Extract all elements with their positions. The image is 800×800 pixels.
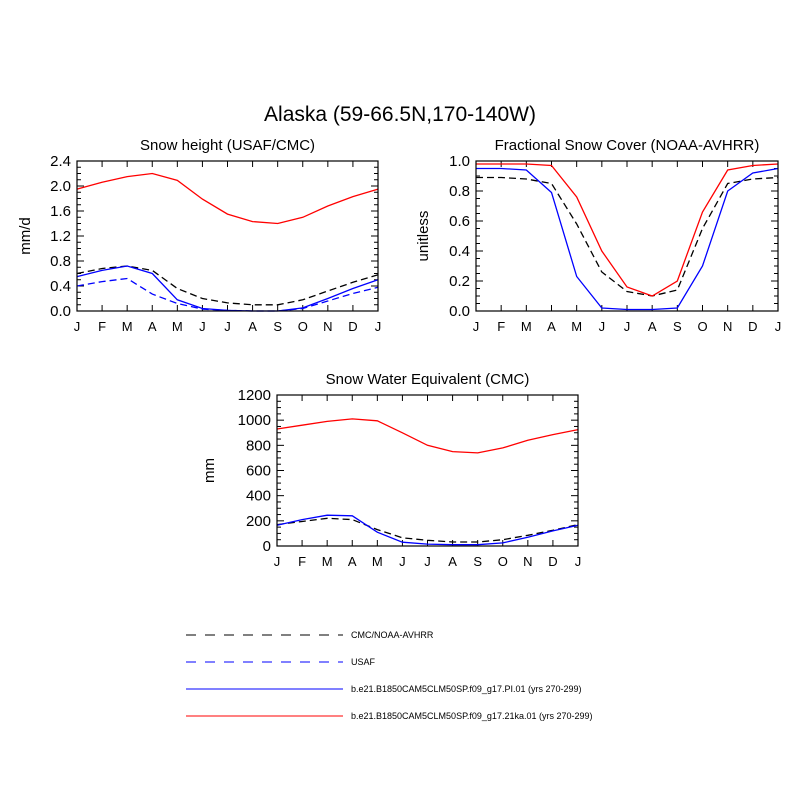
y-axis-label: unitless — [415, 211, 432, 262]
y-tick-label: 2.4 — [50, 153, 71, 170]
x-tick-label: J — [624, 319, 631, 334]
figure-title: Alaska (59-66.5N,170-140W) — [264, 103, 536, 126]
x-tick-label: N — [523, 554, 532, 569]
legend-label: b.e21.B1850CAM5CLM50SP.f09_g17.21ka.01 (… — [351, 711, 593, 721]
y-tick-label: 1200 — [238, 387, 271, 404]
x-tick-label: J — [775, 319, 782, 334]
x-tick-label: M — [172, 319, 183, 334]
x-tick-label: O — [498, 554, 508, 569]
x-tick-label: M — [322, 554, 333, 569]
series-line-3 — [276, 418, 579, 454]
x-tick-label: J — [224, 319, 231, 334]
series-line-1 — [476, 176, 779, 297]
y-tick-label: 1000 — [238, 412, 271, 429]
panel-title: Fractional Snow Cover (NOAA-AVHRR) — [495, 137, 760, 154]
y-axis-label: mm — [201, 458, 218, 483]
series-line-2 — [476, 167, 779, 311]
x-tick-label: A — [148, 319, 157, 334]
y-tick-label: 800 — [246, 437, 271, 454]
y-axis-label: mm/d — [17, 217, 34, 255]
x-tick-label: D — [548, 554, 557, 569]
x-tick-label: A — [348, 554, 357, 569]
series-line-3 — [476, 163, 779, 297]
x-tick-label: A — [648, 319, 657, 334]
y-tick-label: 2.0 — [50, 178, 71, 195]
x-tick-label: M — [571, 319, 582, 334]
series-line-4 — [76, 172, 379, 225]
panel-title: Snow height (USAF/CMC) — [140, 137, 315, 154]
x-tick-label: S — [473, 554, 482, 569]
series-line-3 — [76, 265, 379, 312]
x-tick-label: M — [521, 319, 532, 334]
x-tick-label: J — [424, 554, 431, 569]
x-tick-label: N — [723, 319, 732, 334]
x-tick-label: J — [274, 554, 281, 569]
legend: CMC/NOAA-AVHRR USAF b.e21.B1850CAM5CLM50SP… — [186, 630, 593, 721]
x-tick-label: O — [697, 319, 707, 334]
x-tick-label: J — [575, 554, 582, 569]
legend-label: b.e21.B1850CAM5CLM50SP.f09_g17.PI.01 (yr… — [351, 684, 581, 694]
x-tick-label: A — [248, 319, 257, 334]
y-tick-label: 1.0 — [449, 153, 470, 170]
x-tick-label: J — [599, 319, 606, 334]
y-tick-label: 0.4 — [50, 278, 71, 295]
snow-water-equivalent-panel: Snow Water Equivalent (CMC)mmJ F M A M J J A S O N… — [201, 371, 581, 569]
y-tick-label: 0.0 — [449, 303, 470, 320]
x-tick-label: A — [448, 554, 457, 569]
x-tick-label: F — [98, 319, 106, 334]
y-tick-label: 0 — [263, 538, 271, 555]
y-tick-label: 0.6 — [449, 213, 470, 230]
x-tick-label: F — [497, 319, 505, 334]
panel-title: Snow Water Equivalent (CMC) — [326, 371, 530, 388]
x-tick-label: M — [372, 554, 383, 569]
y-tick-label: 200 — [246, 513, 271, 530]
plot-frame — [76, 160, 379, 312]
plot-frame — [276, 394, 579, 547]
x-tick-label: J — [473, 319, 480, 334]
x-tick-label: J — [375, 319, 382, 334]
y-tick-label: 400 — [246, 488, 271, 505]
x-tick-label: D — [748, 319, 757, 334]
y-tick-label: 0.2 — [449, 273, 470, 290]
x-tick-label: F — [298, 554, 306, 569]
x-tick-label: J — [74, 319, 81, 334]
legend-label: CMC/NOAA-AVHRR — [351, 630, 434, 640]
y-tick-label: 1.6 — [50, 203, 71, 220]
series-line-1 — [276, 517, 579, 543]
x-tick-label: M — [122, 319, 133, 334]
plot-frame — [475, 160, 779, 312]
y-tick-label: 0.8 — [449, 183, 470, 200]
y-tick-label: 0.4 — [449, 243, 470, 260]
snow-height-panel: Snow height (USAF/CMC)mm/dJ F M A M J J A S O N D J0… — [17, 137, 381, 334]
x-tick-label: J — [199, 319, 206, 334]
legend-label: USAF — [351, 657, 376, 667]
series-line-2 — [276, 514, 579, 546]
y-tick-label: 600 — [246, 463, 271, 480]
y-tick-label: 0.8 — [50, 253, 71, 270]
y-tick-label: 0.0 — [50, 303, 71, 320]
x-tick-label: S — [273, 319, 282, 334]
x-tick-label: J — [399, 554, 406, 569]
x-tick-label: S — [673, 319, 682, 334]
x-tick-label: O — [298, 319, 308, 334]
x-tick-label: D — [348, 319, 357, 334]
y-tick-label: 1.2 — [50, 228, 71, 245]
snow-cover-panel: Fractional Snow Cover (NOAA-AVHRR) unitle… — [415, 137, 781, 334]
x-tick-label: A — [547, 319, 556, 334]
x-tick-label: N — [323, 319, 332, 334]
